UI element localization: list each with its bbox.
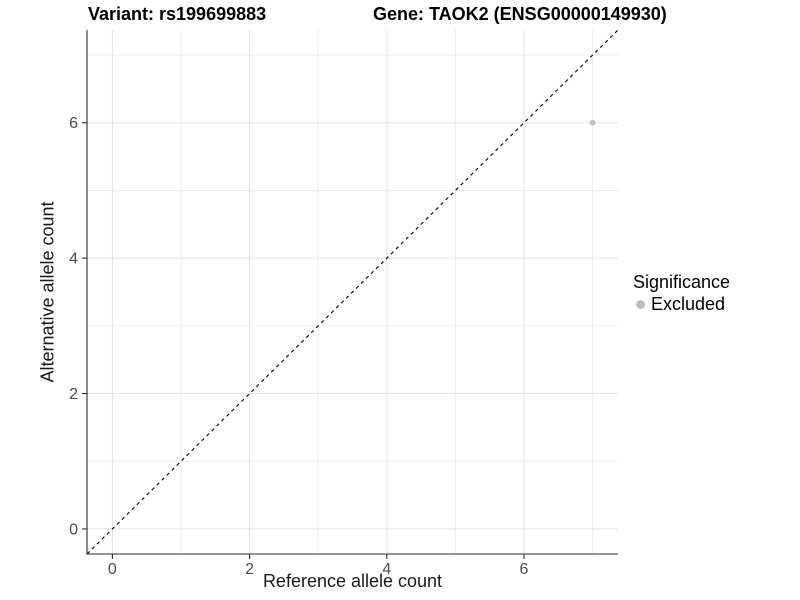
legend-marker-circle-icon bbox=[636, 300, 645, 309]
x-tick-label: 6 bbox=[520, 561, 529, 578]
legend: Significance Excluded bbox=[630, 272, 730, 315]
x-tick-label: 4 bbox=[382, 561, 391, 578]
x-tick-label: 0 bbox=[108, 561, 117, 578]
legend-item-label: Excluded bbox=[651, 294, 726, 314]
y-tick-label: 6 bbox=[69, 115, 78, 132]
y-axis-title: Alternative allele count bbox=[37, 201, 58, 383]
x-axis-title: Reference allele count bbox=[262, 571, 443, 591]
y-tick-label: 2 bbox=[69, 386, 78, 403]
identity-reference-line bbox=[86, 29, 619, 555]
plot-title-variant: Variant: rs199699883 bbox=[88, 4, 267, 24]
plot-title-gene: Gene: TAOK2 (ENSG00000149930) bbox=[373, 4, 667, 24]
x-tick-label: 2 bbox=[245, 561, 254, 578]
legend-title: Significance bbox=[633, 272, 731, 292]
data-point bbox=[589, 119, 596, 126]
y-tick-label: 4 bbox=[69, 251, 78, 268]
legend-item-excluded: Excluded bbox=[630, 294, 730, 315]
y-tick-label: 0 bbox=[69, 521, 78, 538]
